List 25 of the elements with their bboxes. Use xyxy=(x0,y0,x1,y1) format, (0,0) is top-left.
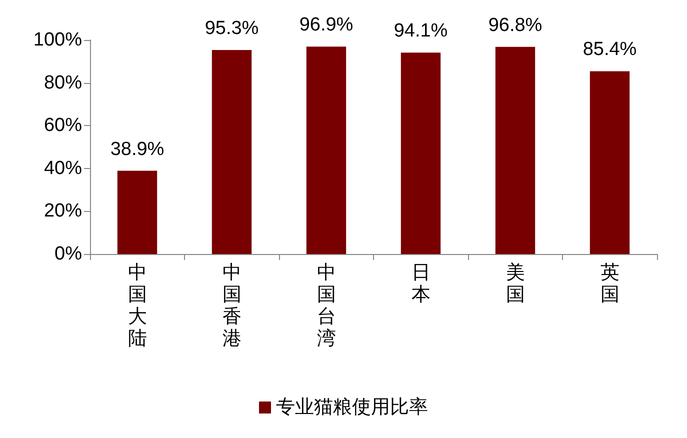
y-tick-label: 0% xyxy=(54,244,82,264)
bar xyxy=(590,71,630,254)
data-label: 95.3% xyxy=(204,18,259,40)
x-tick-label: 日本 xyxy=(411,262,430,306)
legend-label: 专业猫粮使用比率 xyxy=(276,396,428,418)
x-tick-label: 美国 xyxy=(506,262,525,306)
bar xyxy=(306,46,346,254)
y-tick-label: 60% xyxy=(44,115,82,136)
x-tick-label: 中国台湾 xyxy=(316,262,336,350)
data-label: 85.4% xyxy=(582,39,637,60)
data-label: 96.9% xyxy=(299,14,354,36)
data-label: 38.9% xyxy=(110,138,164,160)
y-tick-label: 40% xyxy=(44,158,82,179)
x-tick-label: 英国 xyxy=(600,262,620,306)
bar xyxy=(400,52,441,254)
y-tick-label: 100% xyxy=(33,30,82,50)
data-label: 94.1% xyxy=(394,20,448,42)
bar xyxy=(212,50,252,254)
x-tick-label: 中国大陆 xyxy=(128,262,147,350)
data-label: 96.8% xyxy=(488,14,542,36)
bar xyxy=(117,170,158,254)
bar xyxy=(495,46,536,254)
x-tick-label: 中国香港 xyxy=(222,262,242,350)
y-tick-label: 20% xyxy=(44,200,82,222)
y-tick-label: 80% xyxy=(44,72,82,94)
